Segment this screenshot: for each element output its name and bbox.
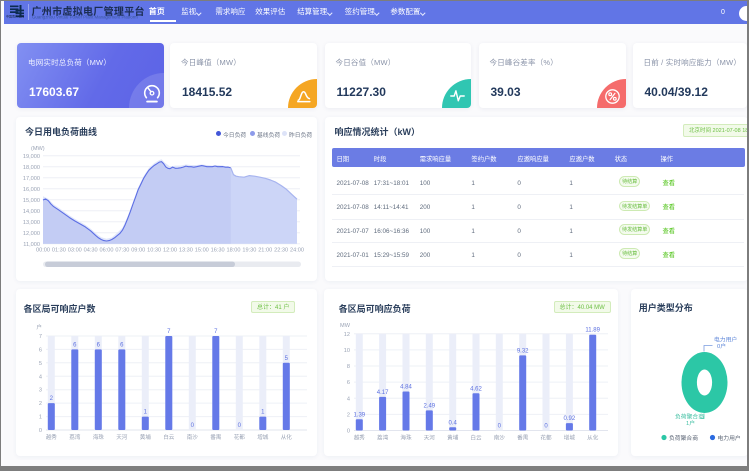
svg-text:户: 户 [36,323,42,331]
svg-text:6: 6 [120,339,124,348]
svg-text:16,000: 16,000 [23,184,40,192]
svg-text:负荷聚合商: 负荷聚合商 [669,433,698,442]
svg-text:04:30: 04:30 [84,245,98,253]
svg-text:15:00: 15:00 [195,245,209,253]
svg-text:06:00: 06:00 [100,245,114,253]
svg-text:海珠: 海珠 [93,433,105,441]
svg-text:7: 7 [167,326,171,335]
svg-text:天河: 天河 [424,434,436,442]
svg-text:3: 3 [39,386,42,394]
svg-text:海珠: 海珠 [400,434,412,442]
svg-text:增城: 增城 [564,434,576,442]
svg-text:0: 0 [39,426,42,434]
svg-text:0: 0 [347,427,350,435]
svg-text:花都: 花都 [540,434,552,442]
svg-text:0: 0 [238,420,242,429]
svg-text:6: 6 [97,339,101,348]
svg-text:10: 10 [344,346,350,354]
svg-text:黄埔: 黄埔 [447,434,459,442]
svg-text:18:00: 18:00 [227,245,241,253]
svg-text:4.62: 4.62 [470,383,482,392]
svg-text:8: 8 [347,362,350,370]
svg-text:19,000: 19,000 [23,151,40,159]
svg-text:0.92: 0.92 [564,413,576,422]
svg-text:电力用户: 电力用户 [714,335,737,344]
svg-text:南沙: 南沙 [494,434,506,442]
svg-text:19:30: 19:30 [242,245,256,253]
svg-text:01:30: 01:30 [52,245,66,253]
svg-text:24:00: 24:00 [290,245,304,253]
svg-text:7: 7 [39,332,42,340]
svg-text:2: 2 [39,399,42,407]
svg-text:00:00: 00:00 [36,245,50,253]
svg-text:花都: 花都 [234,433,246,441]
svg-text:番禺: 番禺 [517,434,529,442]
svg-text:0: 0 [191,420,195,429]
svg-text:0: 0 [544,421,548,430]
svg-text:17,000: 17,000 [23,173,40,181]
svg-text:MW: MW [340,321,351,329]
svg-text:番禺: 番禺 [210,433,222,441]
svg-text:增城: 增城 [257,433,269,441]
svg-text:07:30: 07:30 [115,245,129,253]
svg-text:1: 1 [261,407,265,416]
svg-text:1: 1 [39,413,42,421]
svg-text:0.4: 0.4 [449,417,458,426]
svg-text:1户: 1户 [686,418,695,427]
svg-text:21:00: 21:00 [258,245,272,253]
svg-text:天河: 天河 [116,433,128,441]
svg-text:13,000: 13,000 [23,217,40,225]
svg-text:0: 0 [498,421,502,430]
svg-text:11.89: 11.89 [585,325,600,334]
svg-text:7: 7 [214,326,218,335]
svg-text:6: 6 [73,339,77,348]
svg-text:03:00: 03:00 [68,245,82,253]
svg-text:5: 5 [285,353,289,362]
svg-text:2: 2 [347,410,350,418]
svg-text:越秀: 越秀 [46,433,58,441]
svg-text:0户: 0户 [717,341,726,350]
svg-text:4: 4 [39,372,42,380]
svg-text:2.49: 2.49 [423,400,435,409]
svg-text:荔湾: 荔湾 [377,434,389,442]
svg-text:从化: 从化 [587,434,599,442]
svg-text:(MW): (MW) [31,144,45,152]
svg-text:1: 1 [144,407,148,416]
svg-text:5: 5 [39,359,42,367]
svg-text:10:30: 10:30 [147,245,161,253]
svg-text:6: 6 [347,378,350,386]
svg-text:16:30: 16:30 [211,245,225,253]
svg-text:6: 6 [39,345,42,353]
svg-text:9.32: 9.32 [517,345,529,354]
svg-text:12:00: 12:00 [163,245,177,253]
svg-text:负荷聚合商: 负荷聚合商 [675,412,704,421]
svg-text:22:30: 22:30 [274,245,288,253]
svg-text:黄埔: 黄埔 [140,433,152,441]
svg-text:南沙: 南沙 [187,433,199,441]
svg-text:从化: 从化 [281,433,293,441]
svg-text:4.84: 4.84 [400,382,412,391]
svg-text:11,000: 11,000 [23,239,40,247]
svg-text:白云: 白云 [163,433,175,441]
svg-text:电力用户: 电力用户 [717,433,740,442]
svg-text:09:00: 09:00 [131,245,145,253]
svg-text:1.39: 1.39 [353,409,365,418]
svg-text:18,000: 18,000 [23,162,40,170]
svg-text:2: 2 [50,393,54,402]
svg-text:14,000: 14,000 [23,206,40,214]
svg-text:4: 4 [347,394,350,402]
svg-text:荔湾: 荔湾 [69,433,81,441]
svg-text:12: 12 [344,330,350,338]
svg-text:15,000: 15,000 [23,195,40,203]
svg-text:越秀: 越秀 [354,434,366,442]
svg-text:13:30: 13:30 [179,245,193,253]
svg-text:白云: 白云 [470,434,482,442]
svg-text:4.17: 4.17 [377,387,389,396]
svg-text:12,000: 12,000 [23,228,40,236]
